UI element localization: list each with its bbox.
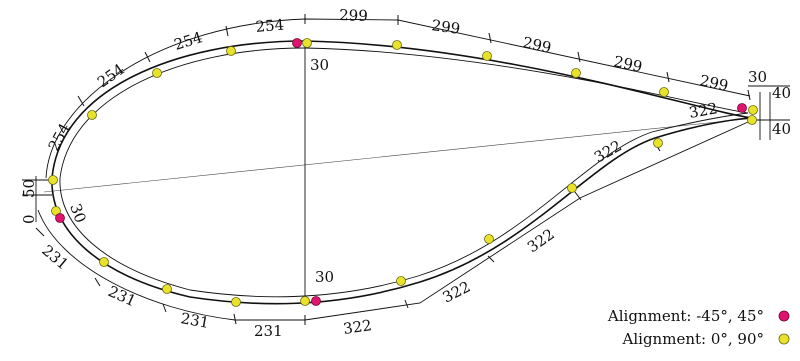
dim-label-top-left-4: 254	[255, 16, 285, 36]
inner-profile	[59, 47, 749, 298]
marker-0-90	[567, 183, 577, 193]
dim-label-bottom-left-2: 231	[105, 282, 138, 310]
trailing-edge-dimensions	[748, 85, 790, 140]
marker-0-90	[226, 46, 236, 56]
marker-0-90	[396, 276, 406, 286]
chord-line	[43, 117, 757, 193]
marker-0-90	[659, 87, 669, 97]
dim-label-bottom-left-3: 231	[179, 309, 210, 332]
leading-edge-dimensions	[22, 176, 52, 222]
marker-0-90	[99, 257, 109, 267]
dim-label-bottom-right-3: 322	[524, 225, 558, 256]
outer-profile	[51, 40, 753, 305]
dim-label-top-right-1: 299	[339, 6, 368, 25]
marker-0-90	[484, 234, 494, 244]
marker-0-90	[748, 105, 758, 115]
marker-45	[311, 296, 321, 306]
alignment-0-90-markers	[48, 38, 758, 307]
legend-swatch-45	[778, 310, 790, 322]
dim-label-top-right-3: 299	[521, 33, 553, 57]
dim-label-top-right-2: 299	[430, 16, 461, 38]
marker-0-90	[87, 110, 97, 120]
dim-label-top-right-4: 299	[612, 52, 644, 76]
legend-label-45: Alignment: -45°, 45°	[607, 307, 764, 325]
marker-0-90	[152, 68, 162, 78]
offset-label-leading-0: 0	[20, 214, 38, 224]
top-dimension-ticks	[77, 14, 751, 107]
dimension-line-top	[45, 18, 751, 179]
dim-label-bottom-right-4: 322	[591, 137, 625, 167]
offset-label-trailing-30: 30	[748, 68, 767, 86]
marker-0-90	[300, 296, 310, 306]
dim-label-top-right-5: 299	[698, 71, 730, 95]
marker-0-90	[231, 297, 241, 307]
offset-label-bottom-30: 30	[315, 268, 334, 286]
offset-label-leading-30: 30	[66, 201, 89, 225]
legend: Alignment: -45°, 45° Alignment: 0°, 90°	[607, 307, 790, 348]
marker-0-90	[162, 284, 172, 294]
dimension-line-bottom	[37, 121, 749, 321]
dim-label-top-left-1: 254	[45, 120, 74, 154]
marker-0-90	[392, 40, 402, 50]
legend-label-0-90: Alignment: 0°, 90°	[622, 330, 764, 348]
marker-0-90	[302, 38, 312, 48]
marker-0-90	[747, 115, 757, 125]
bottom-dimension-ticks	[35, 142, 661, 325]
offset-label-top-30: 30	[310, 56, 329, 74]
offset-label-trailing-40-top: 40	[772, 84, 791, 102]
dim-label-bottom-right-2: 322	[440, 278, 474, 307]
offset-label-trailing-40-bottom: 40	[772, 120, 791, 138]
dim-label-top-left-2: 254	[94, 60, 128, 91]
marker-0-90	[48, 175, 58, 185]
legend-swatch-0-90	[778, 333, 790, 345]
marker-45	[55, 213, 65, 223]
marker-45	[737, 103, 747, 113]
dim-label-bottom-right-5: 322	[688, 99, 719, 122]
marker-45	[292, 38, 302, 48]
marker-0-90	[653, 138, 663, 148]
dim-label-bottom-left-4: 231	[254, 322, 283, 340]
marker-0-90	[571, 68, 581, 78]
alignment-45-markers	[55, 38, 747, 306]
marker-0-90	[482, 51, 492, 61]
offset-label-leading-50: 50	[20, 179, 38, 198]
dim-label-bottom-right-1: 322	[342, 316, 373, 338]
dim-label-bottom-left-1: 231	[38, 241, 72, 273]
dim-label-top-left-3: 254	[172, 28, 205, 54]
